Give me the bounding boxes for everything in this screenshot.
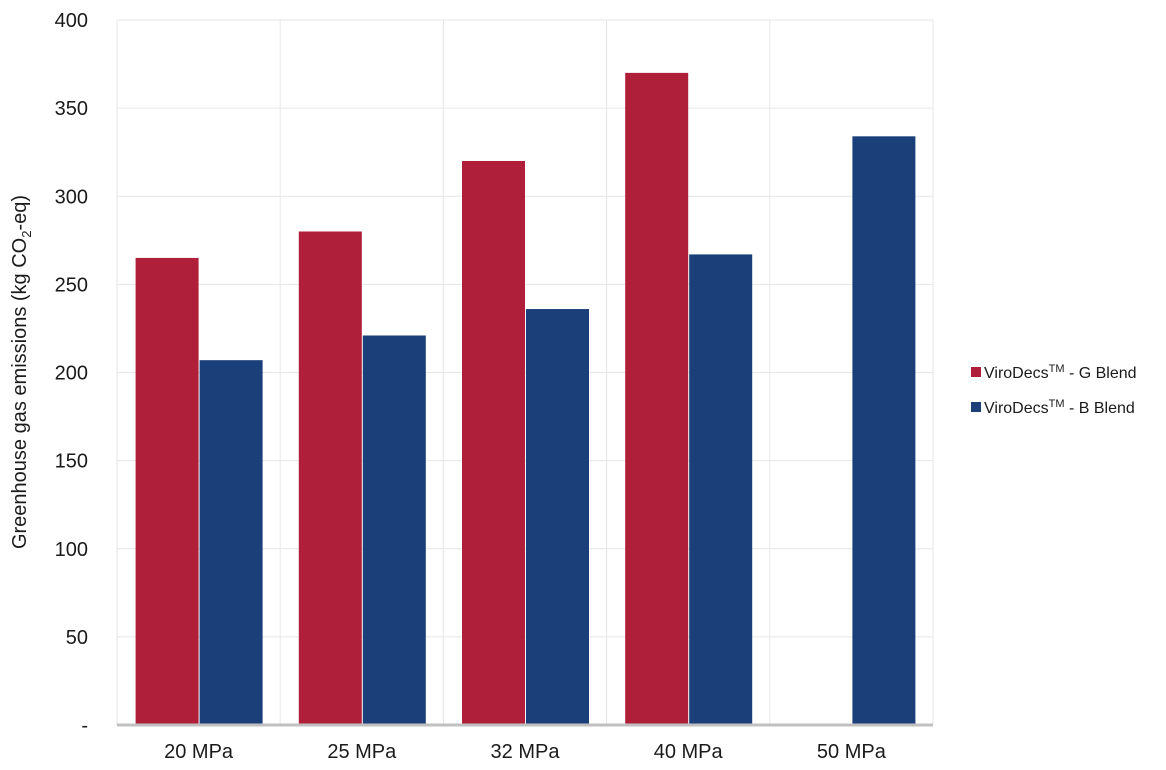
legend-label: ViroDecsTM - B Blend [984, 398, 1135, 417]
bar [462, 161, 525, 725]
y-axis-title-suffix: -eq) [9, 195, 31, 231]
x-tick-label: 25 MPa [327, 741, 397, 763]
x-tick-label: 50 MPa [817, 741, 887, 763]
legend-swatch [971, 367, 981, 377]
bar [689, 254, 753, 725]
legend-swatch [971, 402, 981, 412]
y-tick-label: 250 [55, 274, 88, 296]
bar [852, 136, 916, 725]
bar [298, 231, 362, 725]
y-axis-title-prefix: Greenhouse gas emissions (kg CO [9, 238, 31, 549]
y-tick-label: 300 [55, 186, 88, 208]
y-tick-label: 400 [55, 10, 88, 32]
y-tick-label: 350 [55, 98, 88, 120]
bar [526, 309, 589, 725]
y-tick-label: - [81, 715, 88, 737]
legend-label: ViroDecsTM - G Blend [984, 363, 1137, 382]
y-axis-title: Greenhouse gas emissions (kg CO2-eq) [9, 195, 34, 549]
bar [199, 360, 263, 725]
x-tick-label: 40 MPa [654, 741, 724, 763]
bar [625, 72, 689, 725]
y-tick-label: 100 [55, 539, 88, 561]
bar [362, 335, 426, 725]
y-axis-title-subscript: 2 [19, 231, 34, 238]
y-tick-label: 150 [55, 451, 88, 473]
y-tick-label: 200 [55, 363, 88, 385]
legend: ViroDecsTM - G Blend ViroDecsTM - B Blend [971, 363, 1137, 417]
y-axis-ticks: - 50 100 150 200 250 300 350 400 [55, 10, 88, 737]
y-tick-label: 50 [66, 627, 88, 649]
bar [135, 257, 199, 725]
bars [135, 72, 916, 725]
x-tick-label: 32 MPa [491, 741, 561, 763]
x-axis-ticks: 20 MPa 25 MPa 32 MPa 40 MPa 50 MPa [164, 741, 887, 763]
x-tick-label: 20 MPa [164, 741, 234, 763]
